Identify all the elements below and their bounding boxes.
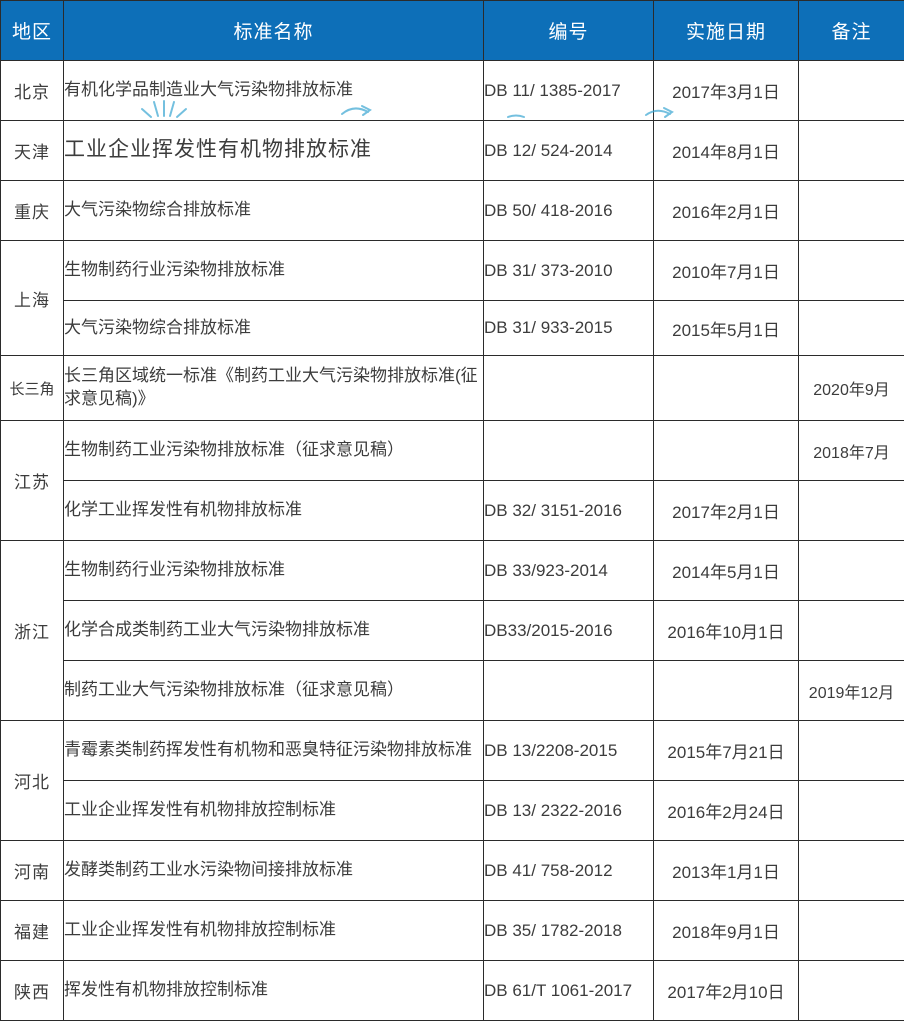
cell-region: 天津	[0, 120, 64, 181]
cell-effective-date: 2017年3月1日	[653, 60, 799, 121]
cell-region: 浙江	[0, 540, 64, 721]
cell-code: DB 13/2208-2015	[483, 720, 654, 781]
cell-effective-date: 2014年8月1日	[653, 120, 799, 181]
cell-code: DB 33/923-2014	[483, 540, 654, 601]
cell-effective-date: 2017年2月10日	[653, 960, 799, 1021]
table-row: 天津 工业企业挥发性有机物排放标准 DB 12/ 524-2014 2014年8…	[0, 120, 904, 181]
cell-region: 长三角	[0, 355, 64, 421]
cell-standard-name: 化学合成类制药工业大气污染物排放标准	[63, 600, 484, 661]
cell-remark	[798, 480, 904, 541]
table-row: 福建 工业企业挥发性有机物排放控制标准 DB 35/ 1782-2018 201…	[0, 900, 904, 961]
column-header-code: 编号	[483, 0, 654, 61]
cell-code: DB 11/ 1385-2017	[483, 60, 654, 121]
cell-remark	[798, 300, 904, 356]
cell-code	[483, 420, 654, 481]
cell-remark	[798, 900, 904, 961]
table-row: 化学工业挥发性有机物排放标准 DB 32/ 3151-2016 2017年2月1…	[1, 480, 904, 541]
table-row: 长三角 长三角区域统一标准《制药工业大气污染物排放标准(征求意见稿)》 2020…	[0, 355, 904, 421]
cell-code	[483, 355, 654, 421]
table-row: 上海 生物制药行业污染物排放标准 DB 31/ 373-2010 2010年7月…	[0, 240, 904, 356]
cell-standard-name: 长三角区域统一标准《制药工业大气污染物排放标准(征求意见稿)》	[63, 355, 484, 421]
cell-remark	[798, 540, 904, 601]
cell-standard-name: 发酵类制药工业水污染物间接排放标准	[63, 840, 484, 901]
table-row: 重庆 大气污染物综合排放标准 DB 50/ 418-2016 2016年2月1日	[0, 180, 904, 241]
cell-remark	[798, 60, 904, 121]
table-header-row: 地区 标准名称 编号 实施日期 备注	[0, 0, 904, 61]
cell-code: DB 32/ 3151-2016	[483, 480, 654, 541]
cell-code: DB 61/T 1061-2017	[483, 960, 654, 1021]
cell-remark	[798, 720, 904, 781]
cell-remark: 2019年12月	[798, 660, 904, 721]
column-header-region: 地区	[0, 0, 64, 61]
column-header-standard-name: 标准名称	[63, 0, 484, 61]
column-header-effective-date: 实施日期	[653, 0, 799, 61]
cell-standard-name: 工业企业挥发性有机物排放标准	[63, 120, 484, 181]
cell-standard-name: 生物制药行业污染物排放标准	[63, 540, 484, 601]
table-row: 北京 有机化学品制造业大气污染物排放标准 DB 11/ 1385-2017 20…	[0, 60, 904, 121]
cell-effective-date: 2014年5月1日	[653, 540, 799, 601]
table-row: 大气污染物综合排放标准 DB 31/ 933-2015 2015年5月1日	[1, 300, 904, 356]
cell-effective-date: 2010年7月1日	[653, 240, 799, 301]
cell-standard-name: 制药工业大气污染物排放标准（征求意见稿）	[63, 660, 484, 721]
cell-effective-date: 2017年2月1日	[653, 480, 799, 541]
table-row: 陕西 挥发性有机物排放控制标准 DB 61/T 1061-2017 2017年2…	[0, 960, 904, 1021]
cell-standard-name: 化学工业挥发性有机物排放标准	[63, 480, 484, 541]
cell-region: 河南	[0, 840, 64, 901]
cell-code: DB 41/ 758-2012	[483, 840, 654, 901]
cell-code: DB33/2015-2016	[483, 600, 654, 661]
cell-remark	[798, 600, 904, 661]
cell-code: DB 31/ 373-2010	[483, 240, 654, 301]
table-row: 河北 青霉素类制药挥发性有机物和恶臭特征污染物排放标准 DB 13/2208-2…	[0, 720, 904, 841]
cell-remark	[798, 120, 904, 181]
table-body: 北京 有机化学品制造业大气污染物排放标准 DB 11/ 1385-2017 20…	[0, 60, 904, 1021]
cell-code: DB 31/ 933-2015	[483, 300, 654, 356]
cell-region: 北京	[0, 60, 64, 121]
cell-remark: 2018年7月	[798, 420, 904, 481]
cell-standard-name: 工业企业挥发性有机物排放控制标准	[63, 900, 484, 961]
cell-effective-date	[653, 355, 799, 421]
cell-code: DB 50/ 418-2016	[483, 180, 654, 241]
cell-standard-name: 有机化学品制造业大气污染物排放标准	[63, 60, 484, 121]
cell-standard-name: 工业企业挥发性有机物排放控制标准	[63, 780, 484, 841]
table-row: 浙江 生物制药行业污染物排放标准 DB 33/923-2014 2014年5月1…	[0, 540, 904, 721]
cell-region: 重庆	[0, 180, 64, 241]
cell-standard-name: 青霉素类制药挥发性有机物和恶臭特征污染物排放标准	[63, 720, 484, 781]
cell-region: 江苏	[0, 420, 64, 541]
cell-code: DB 13/ 2322-2016	[483, 780, 654, 841]
cell-region: 上海	[0, 240, 64, 356]
cell-effective-date: 2016年10月1日	[653, 600, 799, 661]
column-header-remark: 备注	[798, 0, 904, 61]
cell-standard-name: 大气污染物综合排放标准	[63, 180, 484, 241]
cell-remark	[798, 960, 904, 1021]
cell-standard-name: 挥发性有机物排放控制标准	[63, 960, 484, 1021]
table-row: 河南 发酵类制药工业水污染物间接排放标准 DB 41/ 758-2012 201…	[0, 840, 904, 901]
cell-remark: 2020年9月	[798, 355, 904, 421]
cell-remark	[798, 240, 904, 301]
cell-effective-date: 2015年5月1日	[653, 300, 799, 356]
table-row: 工业企业挥发性有机物排放控制标准 DB 13/ 2322-2016 2016年2…	[1, 780, 904, 841]
cell-code: DB 12/ 524-2014	[483, 120, 654, 181]
cell-code: DB 35/ 1782-2018	[483, 900, 654, 961]
cell-code	[483, 660, 654, 721]
cell-remark	[798, 180, 904, 241]
cell-effective-date: 2015年7月21日	[653, 720, 799, 781]
cell-effective-date: 2016年2月1日	[653, 180, 799, 241]
cell-remark	[798, 840, 904, 901]
cell-region: 陕西	[0, 960, 64, 1021]
cell-effective-date	[653, 660, 799, 721]
cell-region: 河北	[0, 720, 64, 841]
cell-effective-date: 2018年9月1日	[653, 900, 799, 961]
table-row: 化学合成类制药工业大气污染物排放标准 DB33/2015-2016 2016年1…	[1, 600, 904, 661]
cell-effective-date: 2016年2月24日	[653, 780, 799, 841]
cell-standard-name: 生物制药行业污染物排放标准	[63, 240, 484, 301]
cell-standard-name: 生物制药工业污染物排放标准（征求意见稿）	[63, 420, 484, 481]
cell-standard-name: 大气污染物综合排放标准	[63, 300, 484, 356]
cell-region: 福建	[0, 900, 64, 961]
table-row: 江苏 生物制药工业污染物排放标准（征求意见稿） 2018年7月	[0, 420, 904, 541]
table-row: 制药工业大气污染物排放标准（征求意见稿） 2019年12月	[1, 660, 904, 721]
cell-effective-date: 2013年1月1日	[653, 840, 799, 901]
cell-effective-date	[653, 420, 799, 481]
cell-remark	[798, 780, 904, 841]
